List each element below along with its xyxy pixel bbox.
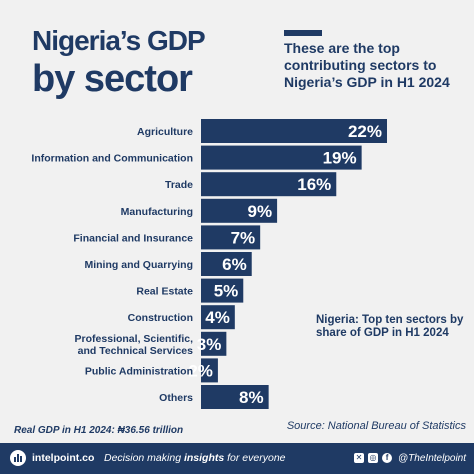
bar-value-label-8: 3% — [197, 335, 222, 354]
footer-tagline: Decision making insights for everyone — [104, 452, 286, 464]
social-handle[interactable]: @TheIntelpoint — [398, 452, 466, 464]
bar-3 — [201, 198, 278, 223]
facebook-icon[interactable]: f — [382, 453, 393, 463]
brand-name: intelpoint.co — [32, 452, 95, 464]
category-label-8: Professional, Scientific, and Technical S… — [75, 333, 194, 357]
category-label-2: Trade — [165, 179, 193, 191]
chart-title: Nigeria’s GDP by sector — [32, 25, 206, 101]
bar-8 — [201, 331, 227, 356]
tagline-start: Decision making — [104, 452, 184, 464]
category-label-9: Public Administration — [85, 365, 193, 377]
social-links: ✕ ◎ f @TheIntelpoint — [354, 451, 466, 465]
bar-value-label-4: 7% — [231, 228, 256, 247]
footer-bar: intelpoint.co Decision making insights f… — [0, 443, 474, 474]
bar-value-label-10: 8% — [239, 388, 264, 407]
bar-value-label-1: 19% — [323, 149, 357, 168]
instagram-icon[interactable]: ◎ — [368, 453, 379, 463]
category-label-7: Construction — [128, 312, 193, 324]
bar-1 — [201, 145, 362, 170]
category-label-10: Others — [159, 392, 193, 404]
bar-5 — [201, 252, 252, 276]
bar-4 — [201, 225, 261, 250]
tagline-emphasis: insights — [183, 452, 225, 464]
title-line-2: by sector — [32, 58, 193, 100]
x-icon[interactable]: ✕ — [354, 453, 365, 463]
bar-value-label-0: 22% — [348, 122, 382, 141]
category-label-6: Real Estate — [136, 286, 193, 298]
category-label-1: Information and Communication — [31, 153, 193, 165]
category-label-0: Agriculture — [137, 126, 193, 138]
category-label-4: Financial and Insurance — [73, 232, 193, 244]
bar-value-label-6: 5% — [214, 282, 239, 301]
bar-value-label-5: 6% — [222, 255, 247, 274]
bar-9 — [201, 358, 218, 383]
bar-7 — [201, 305, 235, 330]
chart-note: Nigeria: Top ten sectors by share of GDP… — [316, 314, 464, 339]
bar-value-label-9: 2% — [188, 361, 213, 380]
category-label-3: Manufacturing — [121, 206, 193, 218]
bar-0 — [201, 119, 387, 143]
bar-value-label-2: 16% — [297, 175, 331, 194]
title-line-1: Nigeria’s GDP — [32, 25, 206, 56]
intelpoint-logo-icon — [10, 450, 26, 466]
subtitle-accent-rule — [284, 30, 322, 36]
bar-10 — [201, 385, 269, 409]
real-gdp-note: Real GDP in H1 2024: ₦36.56 trillion — [14, 425, 184, 436]
category-label-5: Mining and Quarrying — [84, 259, 193, 271]
bar-value-label-7: 4% — [205, 308, 230, 327]
tagline-end: for everyone — [224, 452, 286, 464]
bar-value-label-3: 9% — [248, 202, 273, 221]
chart-subtitle: These are the top contributing sectors t… — [284, 40, 450, 90]
bar-2 — [201, 172, 337, 197]
source-note: Source: National Bureau of Statistics — [286, 420, 466, 432]
bar-6 — [201, 278, 244, 303]
